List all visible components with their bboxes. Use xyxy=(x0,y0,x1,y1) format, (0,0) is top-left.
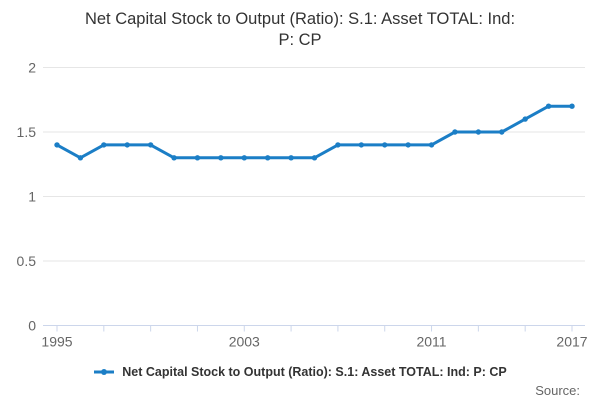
x-axis-tick-label: 2003 xyxy=(229,334,260,350)
data-point[interactable] xyxy=(124,142,130,148)
data-point[interactable] xyxy=(311,155,318,161)
chart-title-line1: Net Capital Stock to Output (Ratio): S.1… xyxy=(84,10,516,28)
data-point[interactable] xyxy=(569,103,575,109)
data-point[interactable] xyxy=(382,142,388,148)
source-label: Source: xyxy=(535,383,580,398)
y-axis-tick-label: 2 xyxy=(28,60,36,76)
y-axis-tick-label: 1.5 xyxy=(17,124,37,140)
y-axis-tick-label: 0.5 xyxy=(17,253,37,269)
data-point[interactable] xyxy=(499,129,505,135)
data-point[interactable] xyxy=(452,129,458,135)
data-point[interactable] xyxy=(241,155,247,161)
x-axis-tick-label: 2011 xyxy=(416,334,446,350)
legend-label: Net Capital Stock to Output (Ratio): S.1… xyxy=(122,365,507,379)
data-point[interactable] xyxy=(335,142,341,148)
data-point[interactable] xyxy=(171,155,177,161)
data-point[interactable] xyxy=(264,155,271,161)
data-point[interactable] xyxy=(358,142,365,148)
data-point[interactable] xyxy=(77,155,84,161)
x-axis-tick-label: 2017 xyxy=(556,334,587,350)
data-point[interactable] xyxy=(218,155,224,161)
x-axis-tick-label: 1995 xyxy=(41,334,72,350)
data-point[interactable] xyxy=(54,142,60,148)
chart-title-line2: P: CP xyxy=(278,31,322,49)
chart-title: Net Capital Stock to Output (Ratio): S.1… xyxy=(50,9,550,51)
y-axis-tick-label: 0 xyxy=(28,318,36,334)
line-chart-plot-area: 0 0.5 1 1.5 2 1995 2003 2011 2017 xyxy=(17,60,588,350)
data-point[interactable] xyxy=(545,103,552,109)
legend-item[interactable]: Net Capital Stock to Output (Ratio): S.1… xyxy=(0,362,600,382)
data-point[interactable] xyxy=(522,116,528,122)
data-point[interactable] xyxy=(288,155,294,161)
data-point[interactable] xyxy=(475,129,482,135)
data-point[interactable] xyxy=(428,142,435,148)
data-point[interactable] xyxy=(405,142,411,148)
data-point[interactable] xyxy=(101,142,107,148)
data-point[interactable] xyxy=(147,142,154,148)
data-point[interactable] xyxy=(194,155,201,161)
legend-line-marker-icon xyxy=(94,369,115,375)
y-axis-tick-label: 1 xyxy=(28,189,36,205)
